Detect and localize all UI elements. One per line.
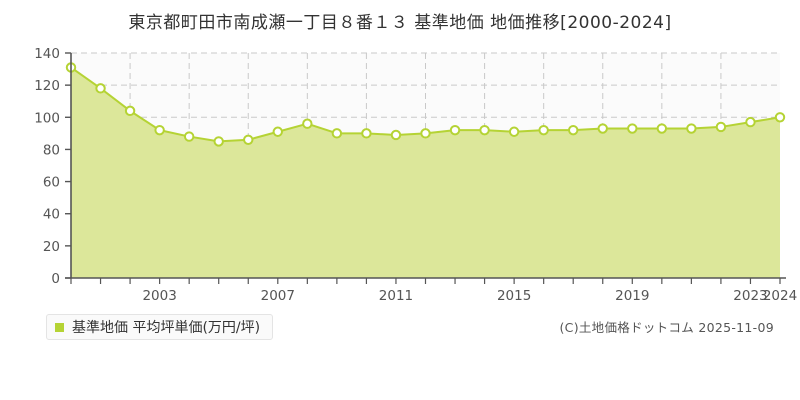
data-point-marker [95,83,106,94]
data-point-marker [272,126,283,137]
data-point-marker [715,121,727,133]
x-tick-label: 2015 [497,288,531,304]
x-tick-label: 2007 [261,288,295,304]
data-point-marker [331,128,343,139]
y-axis-tick-labels: 0 20 40 60 80 100 120 140 [34,46,60,287]
y-tick-label: 120 [34,78,60,94]
y-tick-label: 80 [43,142,60,158]
data-point-marker [361,128,372,139]
x-tick-label: 2023 [733,288,767,304]
x-tick-label: 2011 [379,288,413,304]
y-tick-label: 0 [51,271,60,287]
x-tick-label: 2003 [142,288,176,304]
data-point-marker [183,131,195,142]
y-tick-label: 60 [43,175,60,191]
data-point-marker [745,116,756,128]
data-point-marker [774,112,786,123]
page-title: 東京都町田市南成瀬一丁目８番１３ 基準地価 地価推移[2000-2024] [128,13,672,33]
y-tick-label: 20 [43,239,60,255]
chart-legend[interactable]: 基準地価 平均坪単価(万円/坪) [46,314,274,340]
data-point-marker [213,136,224,147]
data-point-marker [449,124,461,136]
x-tick-label: 2024 [763,288,797,304]
legend-item-label: 基準地価 平均坪単価(万円/坪) [72,320,261,336]
data-point-marker [508,126,520,137]
copyright-credit: (C)土地価格ドットコム 2025-11-09 [559,320,774,335]
data-point-marker [656,123,668,134]
data-point-marker [686,123,697,134]
y-tick-label: 140 [34,46,60,62]
data-point-marker [154,124,165,136]
data-point-marker [302,118,313,129]
data-point-marker [568,124,579,136]
y-tick-label: 40 [43,207,60,223]
data-point-marker [479,124,490,136]
area-fill [71,67,780,278]
area-path [71,67,780,278]
data-point-marker [243,134,254,145]
data-point-marker [390,129,402,141]
y-tick-label: 100 [34,110,60,126]
axes [65,52,786,284]
x-tick-label: 2019 [615,288,649,304]
data-point-marker [538,124,549,136]
data-point-marker [597,123,608,134]
data-point-marker [420,128,431,139]
legend-swatch-icon [55,322,64,332]
data-point-markers [65,62,786,147]
data-point-marker [627,123,638,134]
data-point-marker [124,105,136,117]
